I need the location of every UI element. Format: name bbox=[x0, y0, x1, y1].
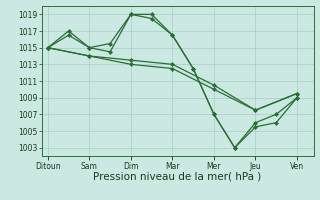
X-axis label: Pression niveau de la mer( hPa ): Pression niveau de la mer( hPa ) bbox=[93, 172, 262, 182]
